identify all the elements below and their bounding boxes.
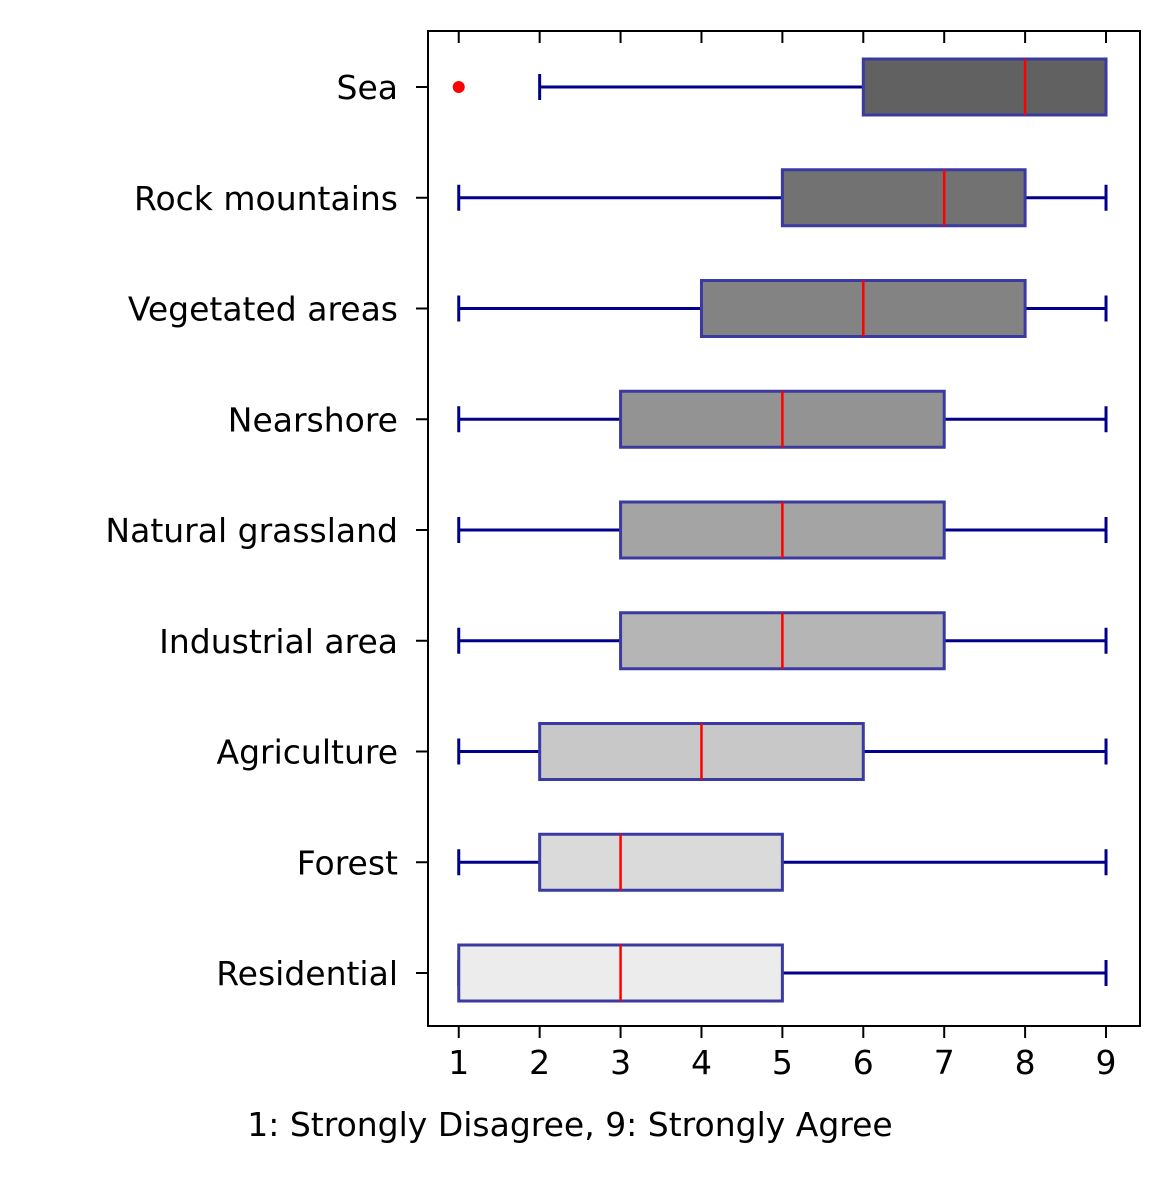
y-tick-label: Residential (216, 954, 398, 993)
box-group-4 (457, 500, 1108, 560)
box-group-6 (457, 722, 1108, 781)
y-tick-label: Nearshore (228, 400, 398, 439)
iqr-box (538, 832, 784, 892)
plot-area (452, 57, 1108, 1003)
x-tick-label: 8 (1015, 1043, 1036, 1082)
x-tick-label: 7 (934, 1043, 955, 1082)
iqr-box (861, 57, 1108, 117)
y-tick-label: Rock mountains (134, 179, 398, 218)
outlier-point (452, 81, 465, 93)
box-group-2 (457, 279, 1108, 338)
y-tick-label: Industrial area (159, 622, 398, 661)
x-tick-label: 4 (691, 1043, 712, 1082)
box-group-3 (457, 389, 1108, 449)
y-tick-label: Vegetated areas (128, 290, 398, 329)
x-tick-label: 2 (529, 1043, 550, 1082)
box-group-7 (457, 832, 1108, 892)
x-axis-label: 1: Strongly Disagree, 9: Strongly Agree (247, 1105, 892, 1144)
x-tick-label: 5 (772, 1043, 793, 1082)
y-tick-label: Sea (337, 68, 398, 107)
box-group-1 (457, 168, 1108, 228)
y-tick-label: Natural grassland (105, 511, 398, 550)
axes-frame (427, 30, 1141, 1027)
y-tick-label: Forest (297, 843, 398, 882)
iqr-box (780, 168, 1027, 228)
x-tick-label: 6 (853, 1043, 874, 1082)
x-tick-label: 9 (1096, 1043, 1117, 1082)
ticks: Sea Rock mountains Vegetated areas Nearshor… (105, 31, 1117, 1082)
y-tick-label: Agriculture (217, 733, 398, 772)
x-tick-label: 3 (610, 1043, 631, 1082)
x-tick-label: 1 (448, 1043, 469, 1082)
box-group-0 (452, 57, 1108, 117)
box-group-5 (457, 611, 1108, 671)
box-group-8 (457, 943, 1108, 1003)
